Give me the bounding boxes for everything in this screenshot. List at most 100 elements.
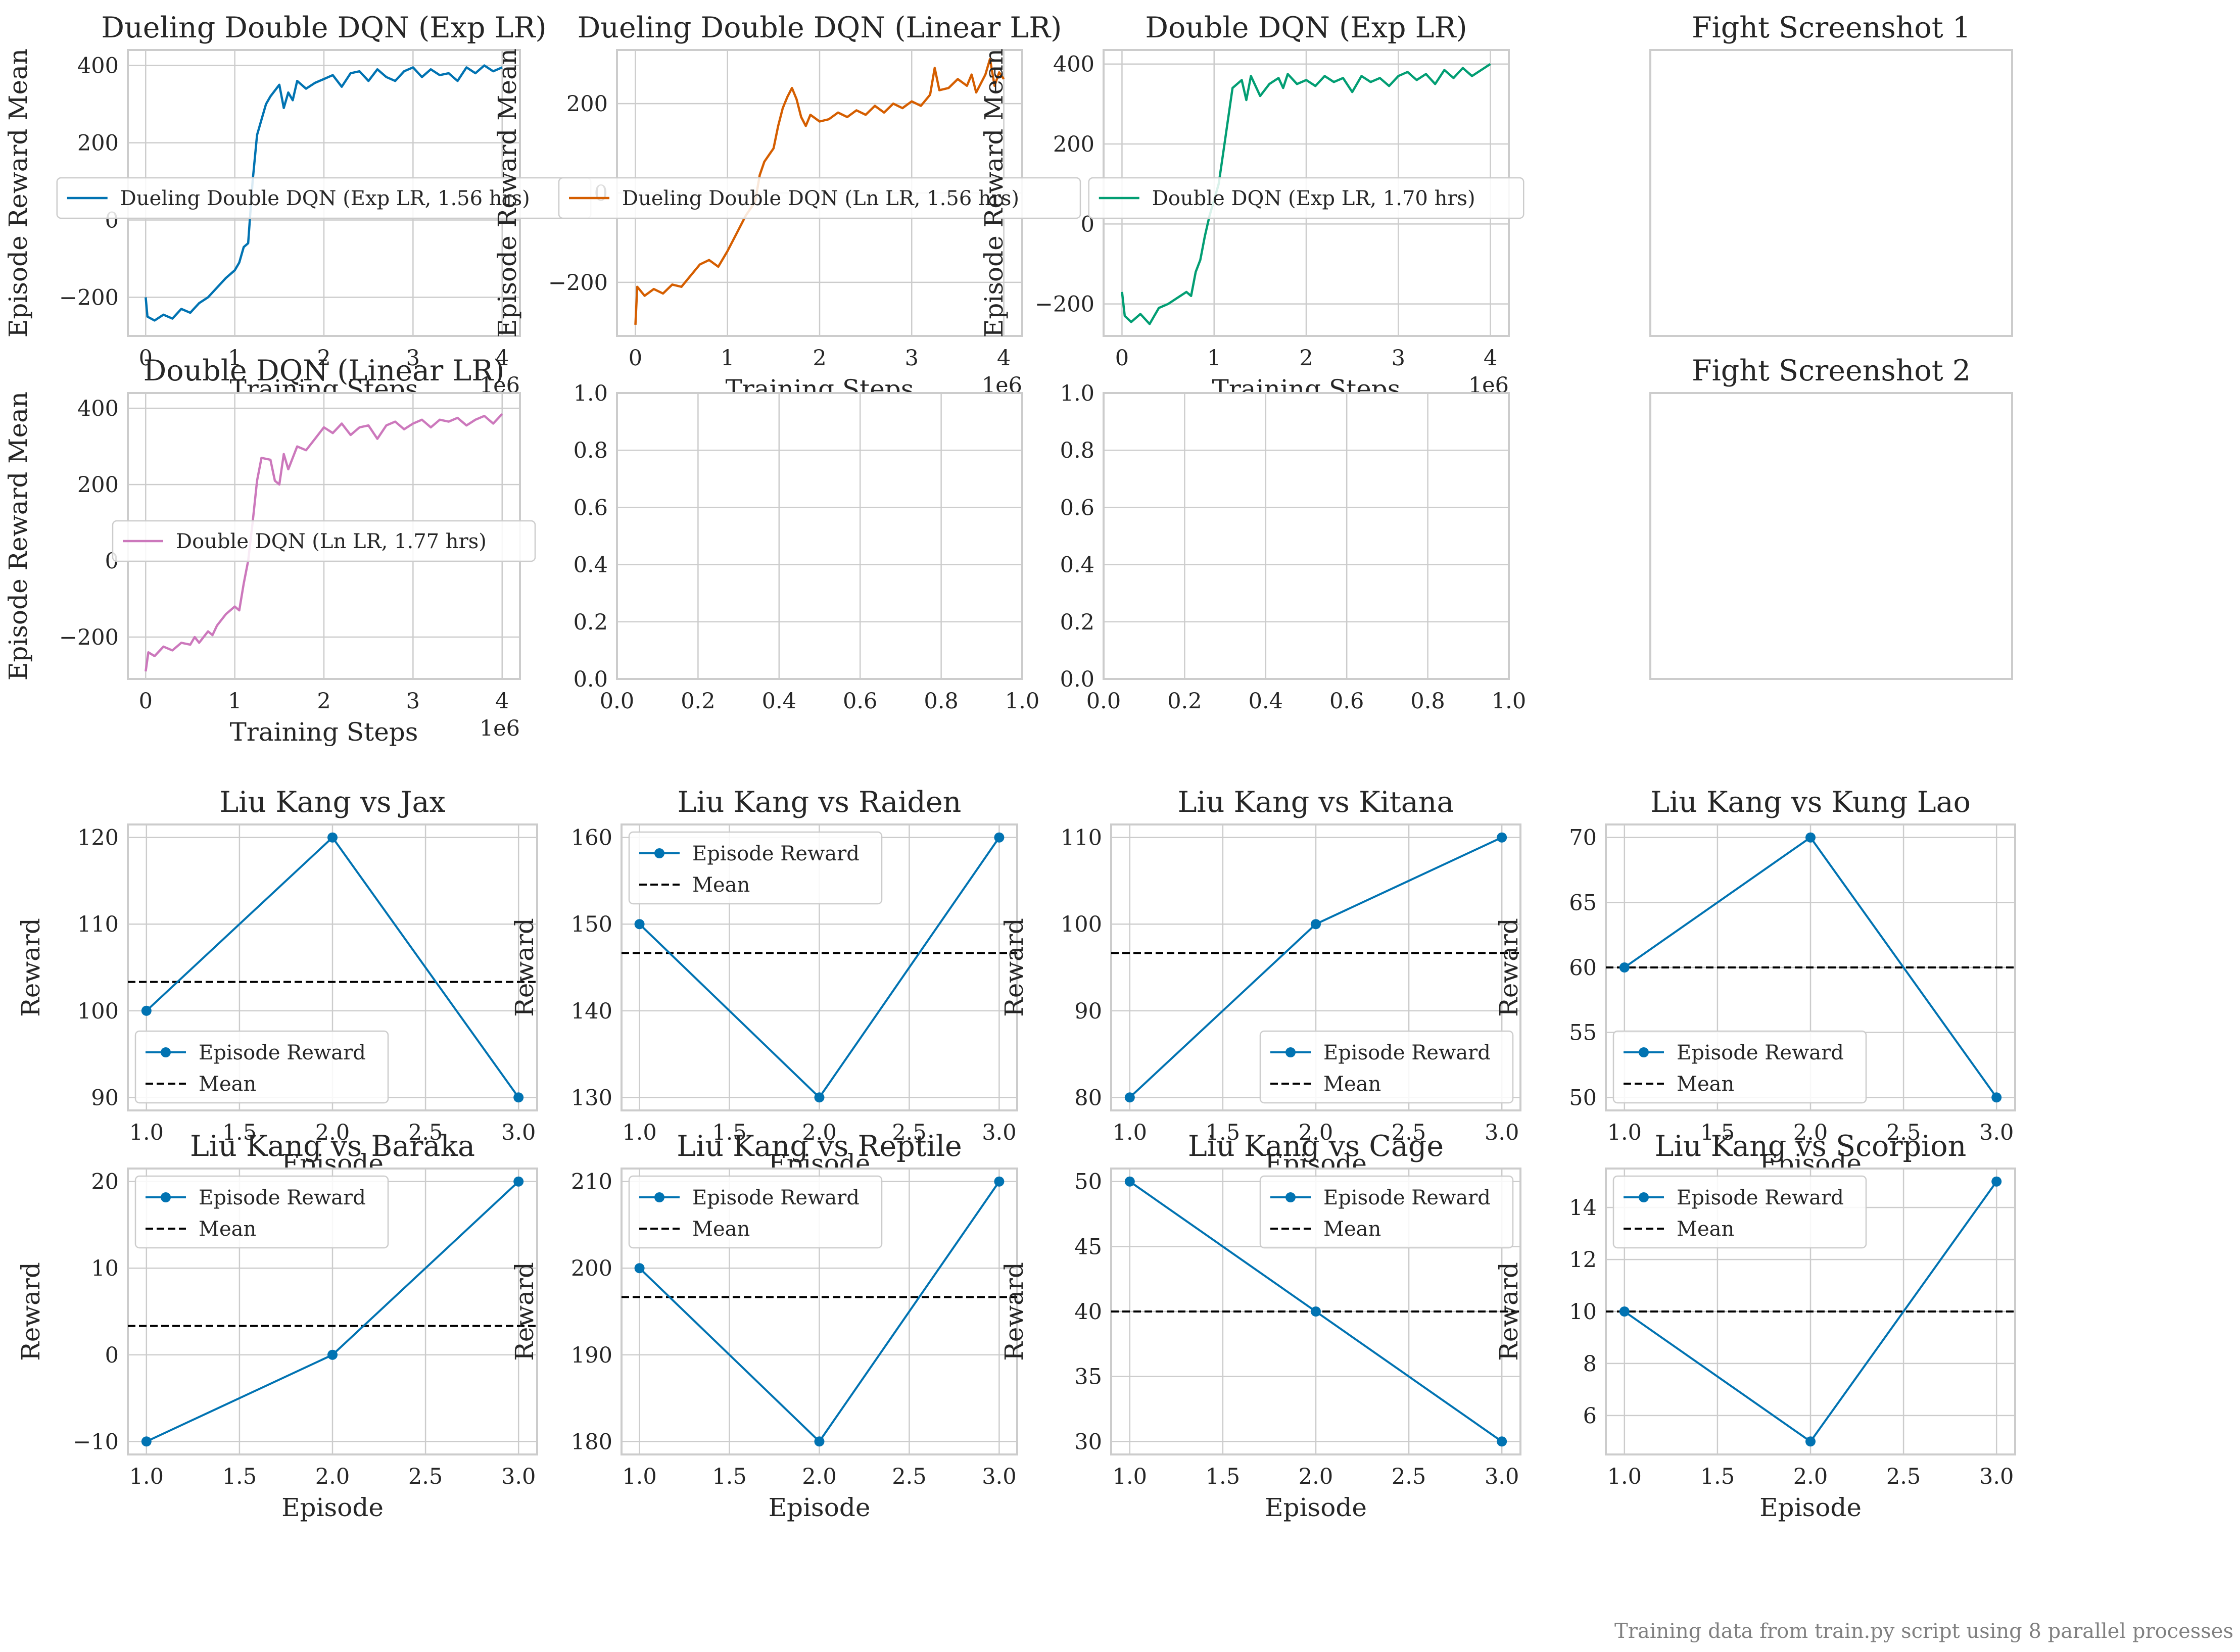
data-point: [1991, 1176, 2002, 1187]
data-point: [1805, 1436, 1816, 1447]
data-point: [994, 1176, 1005, 1187]
subplot-12: 1.0 1.5 2.0 2.5 3.0 50 55 60 65 70 Liu Kang vs Kun…: [1494, 786, 2016, 1178]
x-tick-label: 4: [495, 689, 509, 714]
subplot-8: Fight Screenshot 2: [1649, 354, 2013, 680]
x-tick-label: 1.0: [1113, 1120, 1147, 1145]
data-point: [1619, 962, 1630, 973]
legend-entry: Episode Reward: [199, 1041, 366, 1064]
plot-border: [616, 392, 1023, 680]
plot-border: [127, 823, 538, 1111]
y-tick-label: 1.0: [574, 381, 608, 406]
legend-marker: [654, 1192, 664, 1202]
y-tick-label: 8: [1583, 1351, 1597, 1377]
y-tick-label: 190: [571, 1343, 612, 1368]
x-tick-label: 2.5: [1392, 1120, 1426, 1145]
legend-marker: [1639, 1047, 1649, 1057]
x-axis-label: Episode: [1759, 1493, 1862, 1522]
x-tick-label: 1.0: [129, 1120, 164, 1145]
subplot-title: Liu Kang vs Scorpion: [1655, 1130, 1967, 1163]
y-tick-label: 40: [1074, 1299, 1102, 1325]
data-point: [634, 1263, 645, 1274]
data-point: [1124, 1092, 1135, 1103]
subplot-title: Liu Kang vs Kung Lao: [1650, 786, 1971, 819]
y-tick-label: 0.8: [1060, 438, 1094, 463]
x-tick-label: 1.5: [712, 1464, 746, 1489]
legend-entry: Episode Reward: [1323, 1041, 1491, 1064]
subplot-title: Liu Kang vs Cage: [1188, 1130, 1444, 1163]
x-tick-label: 1: [228, 346, 242, 371]
legend-entry: Episode Reward: [199, 1186, 366, 1209]
subplot-title: Fight Screenshot 2: [1692, 354, 1971, 387]
data-point: [1311, 919, 1321, 930]
x-tick-label: 2: [813, 346, 826, 371]
y-tick-label: 0.6: [1060, 495, 1094, 520]
plot-area: [1103, 392, 1510, 680]
y-tick-label: 160: [571, 825, 612, 851]
x-tick-label: 2: [317, 689, 330, 714]
y-tick-label: 55: [1569, 1021, 1597, 1046]
y-tick-label: 45: [1074, 1234, 1102, 1259]
legend-entry: Mean: [692, 873, 750, 897]
legend: [1612, 1175, 1867, 1249]
x-axis-label: Episode: [769, 1493, 871, 1522]
y-tick-label: 200: [566, 91, 608, 117]
x-tick-label: 2.5: [1886, 1120, 1921, 1145]
y-tick-label: −10: [73, 1429, 119, 1454]
data-point: [634, 919, 645, 930]
y-tick-label: −200: [548, 270, 608, 296]
plot-border: [621, 1168, 1018, 1455]
data-point: [513, 1176, 524, 1187]
y-axis-label: Reward: [999, 1262, 1029, 1361]
subplot-title: Double DQN (Linear LR): [144, 354, 505, 387]
x-tick-label: 2.5: [408, 1464, 443, 1489]
subplot-title: Dueling Double DQN (Exp LR): [101, 11, 546, 44]
legend: [134, 1030, 389, 1104]
subplot-7: Fight Screenshot 1: [1649, 11, 2013, 337]
y-tick-label: 120: [77, 825, 119, 851]
x-tick-label: 2.0: [1793, 1120, 1828, 1145]
y-tick-label: 200: [77, 472, 119, 498]
x-tick-label: 3: [406, 689, 420, 714]
x-tick-label: 2.5: [892, 1120, 926, 1145]
x-tick-label: 0.6: [843, 689, 877, 714]
subplot-title: Liu Kang vs Kitana: [1178, 786, 1454, 819]
subplot-16: 1.0 1.5 2.0 2.5 3.0 6 8 10 12 14 Liu Kang vs Scorp…: [1494, 1130, 2016, 1522]
legend: [628, 831, 883, 905]
legend-entry: Dueling Double DQN (Exp LR, 1.56 hrs): [120, 187, 530, 210]
y-tick-label: 150: [571, 912, 612, 937]
x-tick-label: 2.5: [1392, 1464, 1426, 1489]
x-tick-label: 4: [495, 346, 509, 371]
x-tick-label: 1.0: [622, 1464, 656, 1489]
x-tick-label: 4: [1484, 346, 1497, 371]
subplot-title: Liu Kang vs Reptile: [677, 1130, 962, 1163]
y-axis-label: Reward: [1494, 918, 1523, 1017]
y-tick-label: 0.0: [574, 667, 608, 692]
x-tick-label: 0.0: [600, 689, 634, 714]
y-axis-label: Episode Reward Mean: [4, 392, 33, 681]
legend-entry: Episode Reward: [692, 1186, 860, 1209]
subplot-11: 1.0 1.5 2.0 2.5 3.0 80 90 100 110 Liu Kang vs Kit…: [999, 786, 1521, 1178]
y-tick-label: 1.0: [1060, 381, 1094, 406]
legend-marker: [654, 848, 664, 858]
legend-entry: Episode Reward: [692, 842, 860, 865]
y-axis-label: Episode Reward Mean: [979, 48, 1009, 337]
x-tick-label: 0.4: [762, 689, 796, 714]
x-axis-label: Episode: [1265, 1493, 1367, 1522]
x-tick-label: 1.0: [622, 1120, 656, 1145]
x-tick-label: 0: [629, 346, 642, 371]
y-axis-label: Reward: [1494, 1262, 1523, 1361]
y-tick-label: −200: [59, 285, 119, 311]
x-tick-label: 1.5: [222, 1464, 257, 1489]
x-tick-label: 2.0: [1299, 1464, 1333, 1489]
x-tick-label: 0.2: [1167, 689, 1202, 714]
x-tick-label: 3.0: [1979, 1120, 2014, 1145]
y-tick-label: 200: [571, 1256, 612, 1281]
x-tick-label: 3.0: [1485, 1464, 1519, 1489]
y-tick-label: 110: [1061, 825, 1102, 851]
y-tick-label: 100: [1061, 912, 1102, 937]
y-tick-label: 0.4: [1060, 553, 1094, 578]
x-tick-label: 2.0: [315, 1464, 350, 1489]
y-tick-label: 210: [571, 1170, 612, 1195]
x-tick-label: 0: [139, 346, 153, 371]
